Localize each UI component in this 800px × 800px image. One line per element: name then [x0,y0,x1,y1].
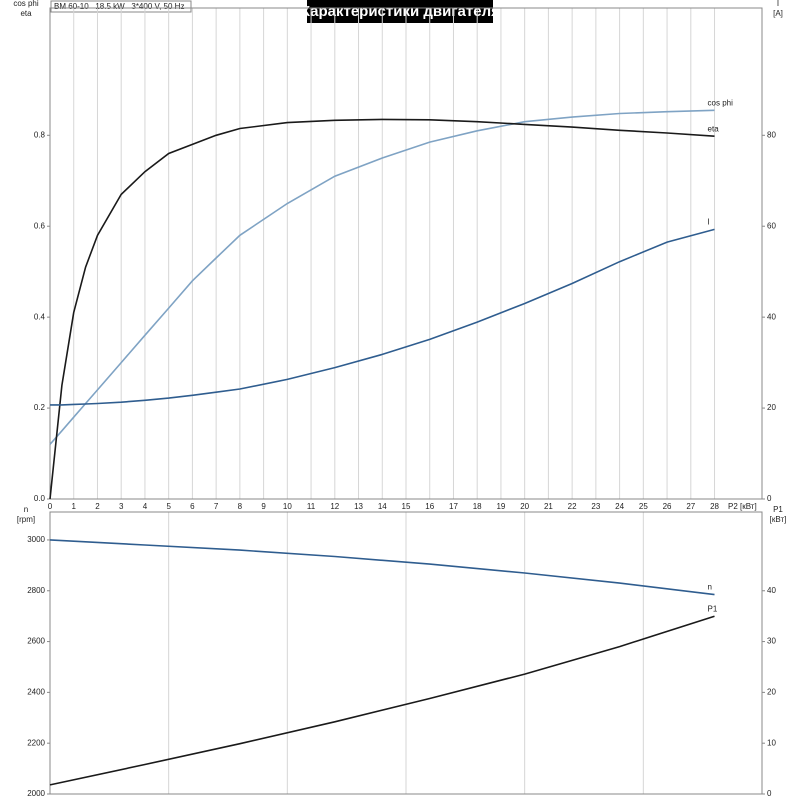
y2-axis-label: P1 [773,505,783,514]
x-tick-label: 15 [402,502,411,511]
x-tick-label: 17 [449,502,458,511]
x-tick-label: 18 [473,502,482,511]
y2-tick-label: 30 [767,637,776,646]
y2-tick-label: 60 [767,221,776,230]
x-tick-label: 8 [238,502,243,511]
y-tick-label: 0.6 [34,221,46,230]
series-line [49,615,715,786]
title-background [307,0,493,23]
x-tick-label: 13 [354,502,363,511]
y-tick-label: 2000 [27,789,45,798]
y2-tick-label: 20 [767,687,776,696]
y-tick-label: 0.0 [34,494,46,503]
y-tick-label: 0.2 [34,403,46,412]
series-label: eta [708,124,720,133]
x-tick-label: 16 [425,502,434,511]
y2-tick-label: 10 [767,738,776,747]
y-axis-label: n [24,505,28,514]
series-label: P1 [708,604,718,613]
x-tick-label: 11 [307,502,316,511]
y-axis-label: eta [20,9,32,18]
series-line [49,118,715,500]
series-label: cos phi [708,98,734,107]
y2-tick-label: 80 [767,130,776,139]
y2-tick-label: 40 [767,312,776,321]
x-tick-label: 10 [283,502,292,511]
x-tick-label: 4 [143,502,148,511]
x-tick-label: 28 [710,502,719,511]
x-tick-label: 6 [190,502,195,511]
plot-frame [49,7,763,500]
y-tick-label: 3000 [27,535,45,544]
y-tick-label: 0.4 [34,312,46,321]
y-tick-label: 2800 [27,586,45,595]
chart-title: Характеристики двигателя [300,3,500,20]
x-tick-label: 7 [214,502,219,511]
x-tick-label: 20 [520,502,529,511]
x-tick-label: 21 [544,502,553,511]
series-line [50,228,715,406]
x-tick-label: 24 [615,502,624,511]
series-label: I [708,218,710,227]
subtitle: BM 60-10 18.5 kW 3*400 V, 50 Hz [54,2,184,11]
x-tick-label: 23 [591,502,600,511]
x-tick-label: 2 [95,502,100,511]
x-tick-label: 1 [72,502,77,511]
x-tick-label: 27 [686,502,695,511]
y2-axis-label: [A] [773,9,783,18]
y2-tick-label: 0 [767,494,772,503]
x-tick-label: 5 [166,502,171,511]
y-tick-label: 2600 [27,637,45,646]
x-tick-label: 26 [663,502,672,511]
y2-tick-label: 20 [767,403,776,412]
y2-tick-label: 0 [767,789,772,798]
x-tick-label: 12 [330,502,339,511]
x-tick-label: 22 [568,502,577,511]
y-axis-label: cos phi [13,0,39,8]
x-tick-label: 0 [48,502,53,511]
x-tick-label: 14 [378,502,387,511]
x-axis-label: P2 [кВт] [728,502,757,511]
plot-frame [49,511,763,795]
y2-axis-label: [кВт] [770,515,787,524]
series-label: n [708,583,712,592]
x-tick-label: 19 [496,502,505,511]
y-tick-label: 2200 [27,738,45,747]
y-tick-label: 0.8 [34,130,46,139]
x-tick-label: 3 [119,502,124,511]
series-line [49,539,715,596]
y2-axis-label: I [777,0,779,8]
y-tick-label: 2400 [27,687,45,696]
y2-tick-label: 40 [767,586,776,595]
x-tick-label: 9 [261,502,266,511]
y-axis-label: [rpm] [17,515,35,524]
series-line [49,109,715,445]
x-tick-label: 25 [639,502,648,511]
